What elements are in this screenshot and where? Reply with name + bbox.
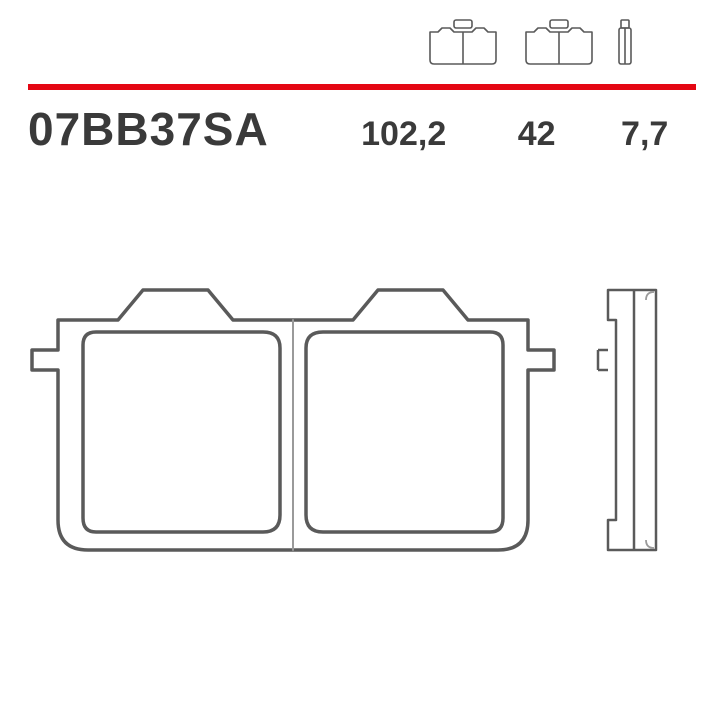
divider-rule	[28, 84, 696, 90]
thumbnail-row	[0, 18, 724, 68]
side-view	[598, 290, 656, 550]
spec-sheet: 07BB37SA 102,2 42 7,7	[0, 0, 724, 724]
thumbnail-front-2	[520, 18, 598, 68]
dimension-height: 42	[507, 115, 567, 154]
dimension-width: 102,2	[349, 115, 459, 154]
technical-drawing	[28, 220, 696, 620]
spec-text-row: 07BB37SA 102,2 42 7,7	[28, 102, 696, 156]
dimensions-group: 102,2 42 7,7	[349, 115, 675, 154]
dimension-thickness: 7,7	[615, 115, 675, 154]
thumbnail-front-1	[424, 18, 502, 68]
thumbnail-side	[616, 18, 634, 68]
part-number: 07BB37SA	[28, 102, 269, 156]
front-view	[32, 290, 554, 550]
